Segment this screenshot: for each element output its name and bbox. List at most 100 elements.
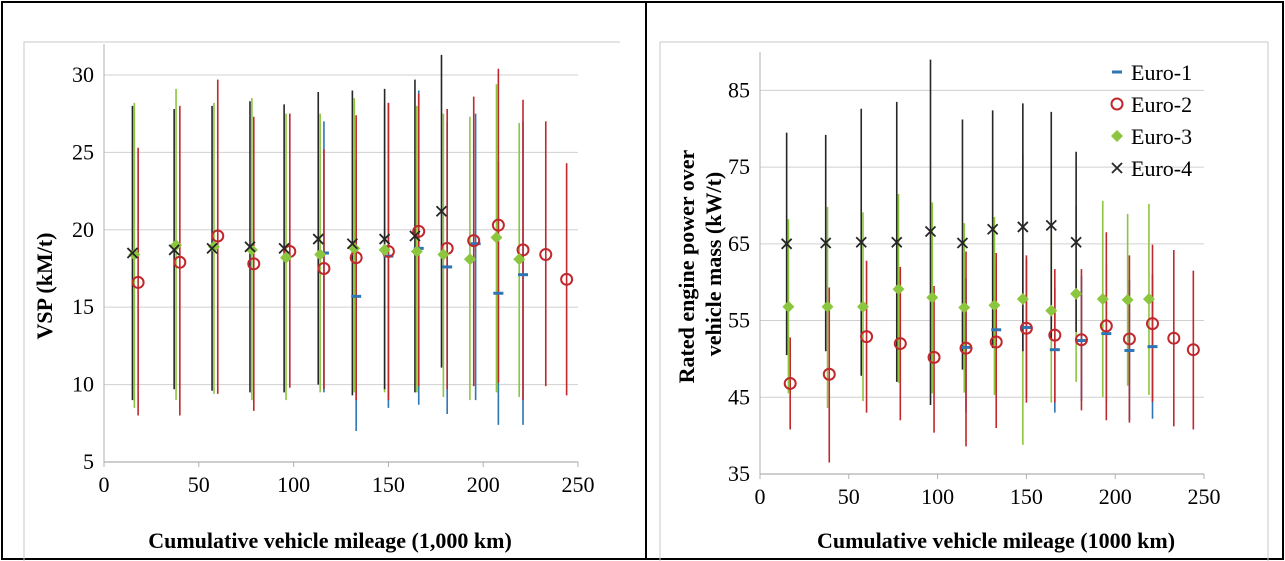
power-euro3-point (958, 301, 971, 314)
power-y-tick-label: 75 (728, 154, 750, 179)
vsp-euro3-point (314, 248, 327, 261)
power-euro3-point (892, 283, 905, 296)
power-euro4-point (924, 225, 937, 238)
power-y-tick-label: 65 (728, 231, 750, 256)
power-euro4-point (855, 236, 867, 248)
vsp-y-tick-label: 25 (72, 139, 94, 164)
power-x-tick-label: 50 (838, 484, 860, 509)
vsp-y-tick-label: 30 (72, 62, 94, 87)
power-euro2-point (1048, 328, 1062, 342)
legend-euro2-marker (1110, 97, 1124, 111)
vsp-euro4-point (278, 242, 290, 254)
vsp-axes (103, 44, 579, 467)
power-y-ticks: 35 45 55 65 75 85 (728, 77, 750, 486)
power-euro3-point (1045, 304, 1058, 317)
vsp-x-tick-label: 0 (99, 472, 110, 497)
vsp-euro3-point (410, 245, 423, 258)
power-euro2-point (1019, 321, 1033, 335)
vsp-x-tick-label: 250 (562, 472, 595, 497)
power-euro3-point (988, 299, 1001, 312)
vsp-euro3-point (437, 248, 450, 261)
power-x-tick-label: 100 (921, 484, 954, 509)
power-y-tick-label: 85 (728, 77, 750, 102)
vsp-chart: 0 50 100 150 200 250 5 10 15 20 25 30 Cumulative v… (32, 44, 595, 553)
legend-euro4-label: Euro-4 (1131, 156, 1192, 181)
vsp-euro3-point (463, 253, 476, 266)
power-euro2-point (989, 335, 1003, 349)
vsp-euro2-point (173, 255, 187, 269)
power-y-tick-label: 45 (728, 384, 750, 409)
vsp-euro2-point (539, 248, 553, 262)
vsp-x-tick-label: 200 (467, 472, 500, 497)
vsp-euro4-point (409, 230, 421, 242)
power-euro3-point (1096, 293, 1109, 306)
vsp-y-tick-label: 5 (83, 449, 94, 474)
power-euro4-point (891, 236, 903, 248)
power-euro4-point (956, 237, 969, 249)
vsp-x-tick-label: 50 (188, 472, 210, 497)
power-axes (759, 52, 1205, 479)
power-euro4-point (781, 238, 793, 250)
power-legend: Euro-1 Euro-2 Euro-3 Euro-4 (1110, 60, 1192, 181)
power-x-axis-label: Cumulative vehicle mileage (1000 km) (817, 528, 1175, 553)
vsp-euro4-point (378, 233, 391, 245)
legend-euro4-marker (1111, 162, 1123, 174)
power-y-tick-label: 35 (728, 461, 750, 486)
power-euro2-point (1074, 333, 1088, 347)
vsp-markers (126, 205, 574, 298)
power-euro2-point (959, 341, 973, 355)
power-euro2-point (1186, 343, 1200, 357)
power-y-tick-label: 55 (728, 308, 750, 333)
power-euro4-point (1017, 221, 1029, 233)
power-euro3-point (821, 300, 834, 313)
vsp-euro2-point (516, 243, 530, 257)
vsp-euro2-point (412, 224, 426, 238)
power-error-bars (785, 59, 1195, 463)
vsp-euro3-point (280, 251, 293, 264)
vsp-y-ticks: 5 10 15 20 25 30 (72, 62, 94, 474)
power-y-axis-label: Rated engine power over vehicle mass (kW… (674, 145, 726, 384)
power-euro2-point (1145, 317, 1159, 331)
vsp-euro2-point (211, 229, 225, 243)
vsp-y-tick-label: 15 (72, 294, 94, 319)
power-euro4-point (1045, 219, 1057, 232)
vsp-euro4-point (244, 241, 256, 253)
vsp-euro4-point (168, 244, 180, 256)
power-euro4-point (1070, 236, 1082, 248)
vsp-euro2-point (317, 261, 331, 275)
power-euro3-point (1070, 287, 1083, 300)
legend-euro3-marker (1111, 130, 1123, 142)
vsp-y-axis-label: VSP (kM/t) (32, 233, 57, 340)
power-y-axis-label-line-2: vehicle mass (kW/t) (701, 172, 726, 357)
power-x-tick-label: 200 (1099, 484, 1132, 509)
vsp-euro4-point (126, 247, 139, 259)
power-x-tick-label: 0 (755, 484, 766, 509)
vsp-euro3-point (490, 231, 503, 244)
vsp-x-axis-label: Cumulative vehicle mileage (1,000 km) (148, 528, 512, 553)
power-chart: 0 50 100 150 200 250 35 45 55 65 75 85 Cumulative … (674, 52, 1221, 553)
vsp-euro4-point (206, 242, 218, 254)
power-euro4-point (987, 223, 999, 235)
legend-euro3-label: Euro-3 (1131, 124, 1192, 149)
vsp-euro2-point (131, 275, 145, 289)
vsp-euro4-point (346, 238, 359, 250)
power-euro2-point (1167, 331, 1181, 345)
vsp-y-tick-label: 20 (72, 217, 94, 242)
vsp-euro4-point (435, 205, 448, 217)
right-chart-border (659, 41, 1269, 561)
vsp-euro4-point (312, 233, 324, 245)
vsp-x-tick-label: 150 (372, 472, 405, 497)
power-euro2-point (1122, 332, 1136, 346)
power-y-axis-label-line-1: Rated engine power over (674, 150, 699, 384)
vsp-euro3-point (513, 253, 526, 266)
vsp-euro2-point (247, 257, 261, 271)
power-euro3-point (926, 291, 939, 304)
vsp-euro2-point (491, 218, 505, 232)
legend-euro2-label: Euro-2 (1131, 92, 1192, 117)
power-euro4-point (820, 237, 832, 249)
power-euro3-point (857, 300, 870, 313)
power-euro3-point (1016, 293, 1029, 306)
power-x-ticks: 0 50 100 150 200 250 (755, 484, 1221, 509)
